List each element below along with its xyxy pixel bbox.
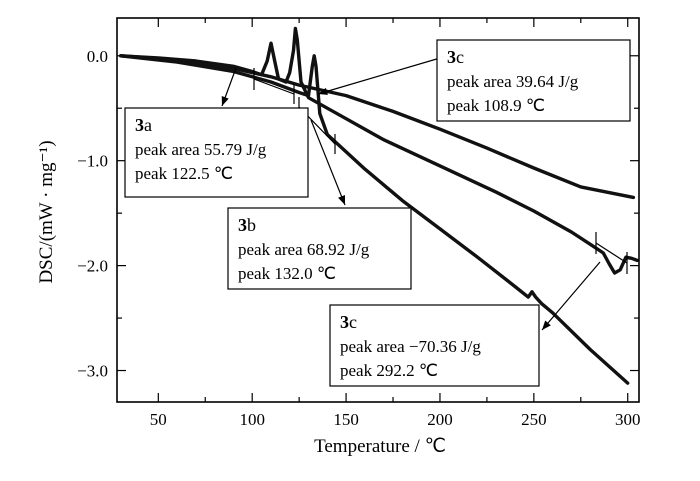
annotation-3: 3c peak area 39.64 J/g peak 108.9 ℃ — [436, 39, 631, 122]
annotation-1: 3a peak area 55.79 J/g peak 122.5 ℃ — [124, 107, 309, 198]
dsc-curve-2 — [119, 54, 636, 200]
annotation-box — [227, 207, 412, 290]
peak-baseline — [253, 78, 295, 95]
annotation-line: peak 292.2 ℃ — [340, 361, 438, 380]
baseline-markers — [253, 68, 628, 274]
annotation-title: 3c — [340, 312, 357, 332]
x-tick-label: 100 — [239, 410, 265, 429]
x-tick-label: 150 — [333, 410, 359, 429]
annotation-title: 3b — [238, 215, 256, 235]
annotation-title: 3c — [447, 47, 464, 67]
y-tick-label: −2.0 — [77, 257, 108, 276]
annotation-box — [329, 304, 540, 387]
annotation-line: peak 122.5 ℃ — [135, 164, 233, 183]
annotation-box — [436, 39, 631, 122]
annotation-4: 3c peak area −70.36 J/g peak 292.2 ℃ — [329, 304, 540, 387]
arrow-head — [221, 96, 229, 106]
ticks: 50 100 150 200 250 300 0.0 −1.0 −2.0 −3.0 — [77, 18, 640, 429]
annotation-line: peak area 39.64 J/g — [447, 72, 579, 91]
annotation-title: 3a — [135, 115, 152, 135]
y-tick-label: −3.0 — [77, 362, 108, 381]
annotation-box — [124, 107, 309, 198]
x-tick-label: 250 — [521, 410, 547, 429]
x-tick-label: 50 — [150, 410, 167, 429]
x-axis-label: Temperature / ℃ — [314, 436, 446, 457]
y-tick-label: 0.0 — [87, 47, 108, 66]
pointer-line — [310, 119, 346, 206]
annotation-line: peak 108.9 ℃ — [447, 96, 545, 115]
annotation-line: peak area 55.79 J/g — [135, 140, 267, 159]
y-tick-label: −1.0 — [77, 152, 108, 171]
pointer-line — [541, 261, 601, 331]
arrow-head — [318, 87, 328, 95]
annotation-arrows — [221, 57, 601, 331]
plot-frame — [116, 17, 640, 403]
arrow-head — [338, 195, 345, 205]
annotation-line: peak area −70.36 J/g — [340, 337, 481, 356]
annotation-line: peak area 68.92 J/g — [238, 240, 370, 259]
x-tick-label: 300 — [615, 410, 641, 429]
dsc-curve-3 — [119, 54, 630, 385]
annotation-line: peak 132.0 ℃ — [238, 264, 336, 283]
arrow-head — [542, 320, 551, 330]
y-axis-label: DSC/(mW · mg⁻¹) — [36, 140, 57, 283]
annotation-boxes: 3a peak area 55.79 J/g peak 122.5 ℃ 3b peak … — [124, 39, 631, 387]
curves — [119, 26, 639, 385]
pointer-line — [317, 57, 441, 95]
peak-baseline — [595, 242, 628, 264]
x-tick-label: 200 — [427, 410, 453, 429]
annotation-2: 3b peak area 68.92 J/g peak 132.0 ℃ — [227, 207, 412, 290]
